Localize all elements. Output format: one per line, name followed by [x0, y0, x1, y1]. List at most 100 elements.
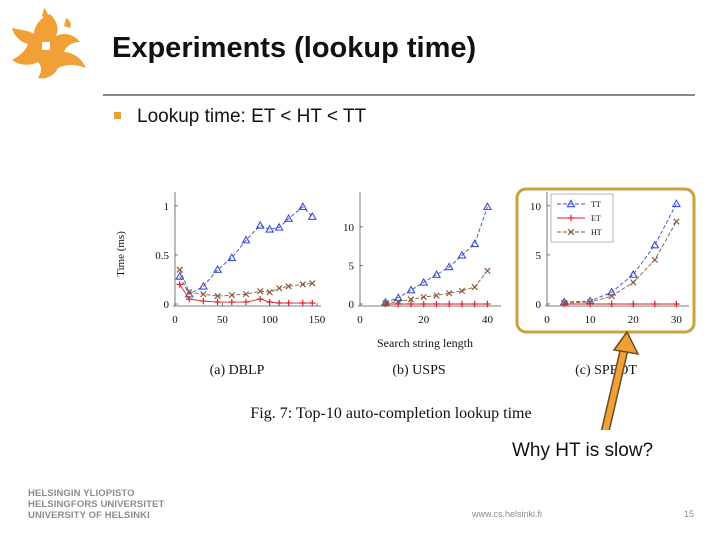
data-point-dblp-et-8 [275, 299, 283, 307]
data-point-usps-tt-4 [431, 269, 442, 278]
data-point-dblp-et-5 [242, 298, 250, 306]
x-tick-label-dblp-0: 0 [172, 314, 178, 326]
figure-xlabel: Search string length [377, 336, 473, 350]
y-tick-label-dblp-2: 1 [164, 201, 170, 213]
x-tick-label-usps-0: 0 [357, 314, 363, 326]
y-tick-label-speot-2: 10 [530, 201, 542, 213]
x-tick-label-dblp-3: 150 [309, 314, 326, 326]
data-point-dblp-tt-7 [265, 224, 275, 233]
figure-caption: Fig. 7: Top-10 auto-completion lookup ti… [250, 405, 531, 422]
data-point-dblp-et-1 [186, 295, 193, 303]
figure-ylabel: Time (ms) [115, 231, 127, 277]
data-point-dblp-et-0 [176, 281, 183, 288]
series-line-speot-tt [564, 203, 677, 303]
series-line-usps-tt [385, 206, 488, 303]
data-point-dblp-et-7 [266, 298, 273, 306]
y-tick-label-usps-1: 5 [349, 260, 355, 272]
x-tick-label-speot-3: 30 [671, 314, 683, 326]
legend-speot: TT ET HT [550, 193, 614, 243]
data-point-usps-ht-7 [471, 283, 478, 291]
university-name-fi: HELSINGIN YLIOPISTO [28, 488, 135, 499]
pointer-arrow [600, 330, 640, 430]
university-logo-icon [12, 8, 86, 79]
data-point-speot-ht-1 [586, 298, 594, 306]
data-point-speot-tt-5 [671, 199, 681, 208]
y-tick-label-usps-2: 10 [343, 222, 355, 234]
y-tick-label-usps-0: 0 [349, 299, 355, 311]
university-name-en: UNIVERSITY OF HELSINKI [28, 510, 150, 521]
data-point-speot-tt-3 [628, 269, 638, 278]
data-point-dblp-tt-9 [284, 213, 294, 222]
data-point-usps-ht-0 [382, 300, 389, 307]
data-point-usps-et-8 [484, 300, 491, 308]
highlight-box [515, 187, 696, 334]
data-point-dblp-et-10 [299, 299, 306, 307]
data-point-dblp-ht-5 [242, 290, 250, 298]
data-point-dblp-et-6 [257, 295, 264, 303]
series-line-dblp-ht [179, 269, 313, 297]
data-point-dblp-et-4 [228, 298, 235, 306]
data-point-dblp-ht-0 [176, 266, 183, 273]
data-point-speot-ht-5 [673, 218, 680, 225]
data-point-dblp-tt-3 [213, 264, 223, 273]
data-point-dblp-ht-4 [228, 291, 236, 299]
university-name: HELSINGIN YLIOPISTO HELSINGFORS UNIVERSI… [28, 488, 164, 521]
data-point-dblp-ht-3 [214, 292, 221, 300]
data-point-usps-ht-2 [407, 296, 415, 303]
data-point-dblp-ht-11 [309, 280, 316, 287]
slide-title: Experiments (lookup time) [112, 32, 477, 64]
footer-url[interactable]: www.cs.helsinki.fi [472, 509, 543, 519]
annotation-text: Why HT is slow? [512, 440, 654, 461]
data-point-speot-et-4 [651, 300, 659, 308]
data-point-usps-ht-4 [433, 292, 440, 299]
data-point-dblp-tt-8 [274, 222, 284, 231]
x-tick-label-usps-1: 20 [418, 314, 430, 326]
data-point-usps-tt-7 [470, 239, 480, 248]
data-point-dblp-et-11 [309, 299, 316, 307]
data-point-usps-ht-8 [484, 267, 491, 275]
panel-c-title: (c) SPEOT [575, 363, 637, 378]
data-point-speot-et-3 [630, 300, 637, 308]
data-point-dblp-tt-6 [255, 220, 265, 229]
data-point-usps-et-6 [458, 300, 466, 308]
data-point-dblp-tt-2 [198, 281, 208, 290]
x-tick-label-speot-1: 10 [585, 314, 597, 326]
data-point-usps-et-7 [471, 300, 478, 308]
chart-panel-usps: 0 5 10 0 20 40 [343, 192, 501, 326]
legend-label-ht: HT [591, 228, 602, 237]
data-point-dblp-ht-6 [256, 288, 264, 295]
x-tick-label-usps-2: 40 [482, 314, 494, 326]
data-point-dblp-tt-11 [307, 211, 317, 220]
data-point-dblp-et-9 [285, 299, 292, 307]
data-point-dblp-tt-0 [175, 271, 185, 280]
data-point-speot-tt-4 [650, 240, 660, 249]
chart-panel-dblp: 0 0.5 1 0 50 100 150 [155, 192, 326, 326]
data-point-usps-et-5 [446, 300, 453, 308]
data-point-usps-et-4 [433, 300, 440, 308]
data-point-speot-et-2 [608, 300, 615, 308]
page-number: 15 [684, 509, 695, 519]
panel-a-title: (a) DBLP [210, 363, 265, 378]
series-line-dblp-tt [179, 206, 313, 295]
x-tick-label-dblp-2: 100 [261, 314, 278, 326]
data-point-dblp-et-2 [200, 297, 207, 305]
legend-label-et: ET [591, 214, 601, 223]
data-point-dblp-et-3 [214, 298, 221, 306]
data-point-speot-tt-2 [607, 287, 617, 296]
data-point-usps-tt-2 [406, 285, 416, 294]
university-name-sv: HELSINGFORS UNIVERSITET [28, 499, 165, 510]
title-divider [103, 94, 695, 96]
data-point-dblp-ht-1 [185, 288, 193, 296]
data-point-dblp-ht-7 [266, 288, 273, 296]
data-point-speot-ht-3 [630, 279, 637, 286]
data-point-usps-et-2 [407, 300, 415, 308]
data-point-usps-tt-8 [482, 202, 492, 211]
data-point-usps-tt-5 [444, 262, 454, 271]
data-point-usps-tt-3 [419, 277, 429, 286]
data-point-speot-ht-0 [561, 299, 568, 307]
y-tick-label-dblp-1: 0.5 [155, 250, 169, 262]
data-point-usps-tt-6 [457, 250, 467, 259]
x-tick-label-speot-2: 20 [628, 314, 640, 326]
data-point-dblp-ht-8 [275, 285, 283, 292]
